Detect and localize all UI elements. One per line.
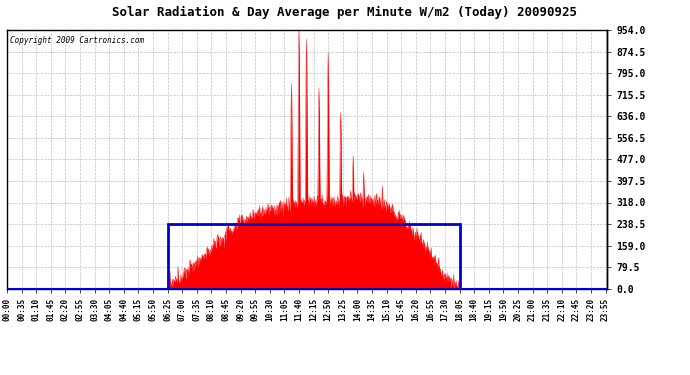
Text: Copyright 2009 Cartronics.com: Copyright 2009 Cartronics.com	[10, 36, 144, 45]
Bar	[168, 224, 460, 289]
Text: Solar Radiation & Day Average per Minute W/m2 (Today) 20090925: Solar Radiation & Day Average per Minute…	[112, 6, 578, 19]
